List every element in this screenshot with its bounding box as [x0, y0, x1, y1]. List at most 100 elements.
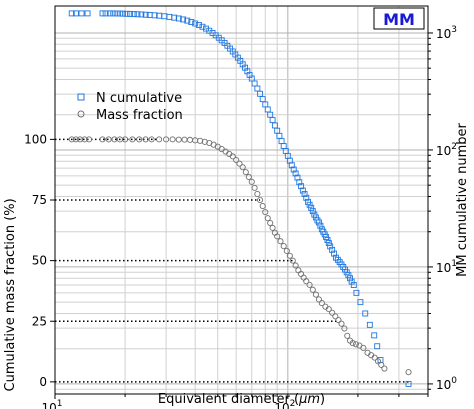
- data-point-mass-fraction: [186, 136, 194, 143]
- x-axis-label: Equivalent diameter (μm): [158, 392, 325, 407]
- data-point-mass-fraction: [300, 274, 307, 281]
- reference-lines: [55, 138, 409, 383]
- data-point-n-cumulative: [374, 343, 381, 350]
- y-axis-label-left: Cumulative mass fraction (%): [3, 198, 18, 391]
- data-point-mass-fraction: [325, 306, 332, 313]
- data-point-mass-fraction: [292, 262, 299, 269]
- data-point-mass-fraction: [259, 203, 266, 210]
- data-point-mass-fraction: [374, 358, 382, 365]
- data-point-mass-fraction: [254, 190, 261, 197]
- legend: N cumulative Mass fraction: [77, 91, 183, 123]
- data-point-mass-fraction: [352, 341, 359, 348]
- data-point-n-cumulative: [296, 179, 303, 186]
- data-point-n-cumulative: [120, 10, 126, 17]
- data-point-n-cumulative: [298, 183, 305, 190]
- data-point-n-cumulative: [347, 275, 353, 282]
- y-left-tick-label: 25: [32, 314, 47, 328]
- y-left-tick-label: 0: [39, 375, 47, 389]
- data-point-mass-fraction: [264, 215, 271, 222]
- x-tick-label: 102: [274, 399, 295, 409]
- data-point-mass-fraction: [122, 136, 129, 143]
- data-point-n-cumulative: [259, 96, 266, 103]
- data-point-mass-fraction: [338, 320, 345, 327]
- data-point-n-cumulative: [288, 162, 295, 169]
- data-point-n-cumulative: [308, 204, 315, 211]
- data-point-mass-fraction: [76, 136, 84, 143]
- data-point-n-cumulative: [290, 166, 297, 173]
- data-point-mass-fraction: [283, 247, 290, 254]
- y-left-tick-label: 100: [24, 132, 47, 146]
- data-point-mass-fraction: [142, 136, 149, 143]
- data-point-mass-fraction: [236, 160, 243, 167]
- data-point-mass-fraction: [274, 233, 281, 240]
- data-point-mass-fraction: [156, 136, 163, 143]
- data-point-n-cumulative: [192, 20, 199, 27]
- data-point-n-cumulative: [271, 122, 278, 129]
- badge-label: MM: [383, 10, 415, 29]
- axis-ticks: 101 102 0 25 50 75 100 100 101 102 103: [24, 25, 457, 409]
- data-point-mass-fraction: [332, 313, 339, 320]
- data-point-mass-fraction: [242, 169, 249, 176]
- data-point-mass-fraction: [163, 136, 170, 143]
- data-point-n-cumulative: [353, 289, 360, 296]
- data-point-n-cumulative: [331, 250, 338, 257]
- data-point-n-cumulative: [357, 299, 364, 306]
- data-point-mass-fraction: [341, 325, 348, 332]
- data-point-mass-fraction: [312, 291, 319, 298]
- legend-marker-n-cumulative: [77, 93, 85, 101]
- data-point-n-cumulative: [110, 10, 117, 17]
- data-point-n-cumulative: [188, 19, 195, 25]
- data-point-n-cumulative: [130, 11, 137, 18]
- data-point-mass-fraction: [169, 136, 176, 143]
- data-point-n-cumulative: [184, 17, 191, 24]
- data-point-mass-fraction: [318, 300, 325, 307]
- data-point-n-cumulative: [303, 194, 310, 201]
- data-point-mass-fraction: [129, 136, 136, 143]
- data-point-mass-fraction: [233, 156, 240, 164]
- data-point-n-cumulative: [84, 10, 91, 17]
- data-point-mass-fraction: [277, 238, 284, 245]
- data-point-n-cumulative: [72, 10, 79, 17]
- data-point-mass-fraction: [248, 178, 255, 185]
- data-point-n-cumulative: [106, 10, 113, 17]
- data-point-n-cumulative: [362, 310, 369, 317]
- data-point-n-cumulative: [317, 222, 324, 229]
- data-point-mass-fraction: [269, 224, 276, 231]
- y-left-tick-label: 75: [32, 193, 47, 207]
- data-point-n-cumulative: [264, 106, 271, 113]
- data-point-n-cumulative: [299, 187, 306, 194]
- data-point-n-cumulative: [99, 10, 106, 17]
- data-point-n-cumulative: [123, 10, 130, 17]
- series-mass-fraction: [68, 136, 412, 376]
- data-point-n-cumulative: [324, 237, 331, 243]
- data-point-mass-fraction: [315, 296, 322, 303]
- data-point-mass-fraction: [175, 136, 182, 143]
- data-point-mass-fraction: [181, 136, 188, 143]
- data-point-mass-fraction: [286, 252, 293, 259]
- data-point-n-cumulative: [151, 12, 158, 19]
- data-point-n-cumulative: [301, 191, 308, 197]
- data-point-mass-fraction: [280, 243, 287, 250]
- data-point-n-cumulative: [350, 282, 357, 289]
- data-point-n-cumulative: [127, 10, 133, 17]
- data-point-n-cumulative: [142, 11, 149, 18]
- data-point-n-cumulative: [102, 10, 109, 17]
- data-point-n-cumulative: [68, 10, 75, 17]
- data-point-n-cumulative: [138, 11, 145, 18]
- data-point-mass-fraction: [136, 136, 143, 143]
- data-point-n-cumulative: [180, 16, 187, 23]
- data-point-n-cumulative: [345, 272, 352, 279]
- data-point-mass-fraction: [229, 153, 236, 160]
- data-point-mass-fraction: [251, 184, 258, 191]
- data-point-mass-fraction: [239, 164, 246, 171]
- data-point-mass-fraction: [371, 354, 378, 361]
- data-point-mass-fraction: [289, 257, 296, 264]
- data-point-n-cumulative: [327, 243, 334, 250]
- data-point-n-cumulative: [315, 219, 322, 226]
- data-point-mass-fraction: [81, 136, 88, 143]
- data-point-mass-fraction: [99, 136, 106, 143]
- data-point-mass-fraction: [344, 332, 351, 339]
- data-point-mass-fraction: [105, 136, 112, 143]
- data-point-n-cumulative: [371, 332, 378, 339]
